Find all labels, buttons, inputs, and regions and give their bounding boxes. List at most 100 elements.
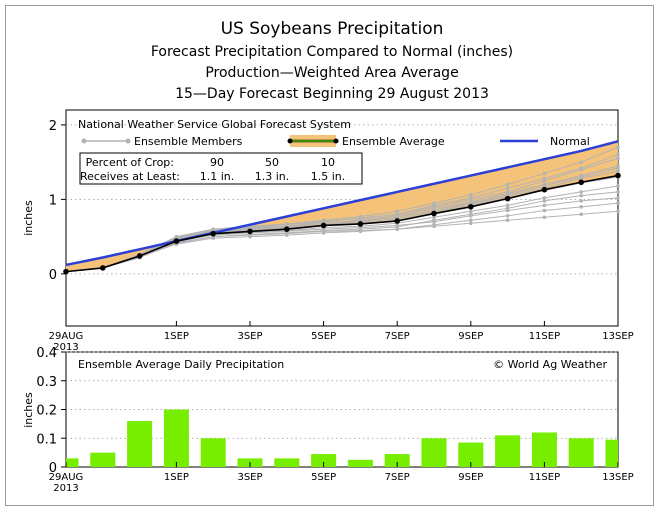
daily-precip-bar [384, 454, 410, 467]
bottom-x-tick-label: 11SEP [529, 472, 560, 483]
legend-average-label: Ensemble Average [342, 135, 445, 148]
top-plot-area [65, 109, 619, 327]
ensemble-member-point [616, 209, 620, 214]
bottom-x-tick-label: 1SEP [164, 472, 189, 483]
daily-precip-bar [531, 432, 557, 467]
ensemble-member-point [358, 216, 363, 221]
ensemble-member-point [211, 228, 215, 232]
top-x-tick-label: 1SEP [164, 331, 189, 342]
daily-precip-bar [200, 438, 226, 467]
top-y-axis-label: inches [22, 200, 35, 236]
ensemble-member-point [542, 196, 547, 200]
ensemble-member-point [505, 186, 510, 191]
top-gridlines [66, 124, 618, 275]
top-y-ticks: 0 1 2 [49, 119, 66, 283]
ensemble-member-point [395, 212, 400, 217]
chart-subtitle-1: Forecast Precipitation Compared to Norma… [151, 44, 513, 60]
ensemble-average-point [320, 222, 327, 229]
ensemble-member-point [616, 190, 620, 194]
ensemble-member-point [579, 166, 583, 170]
ensemble-member-point [469, 196, 473, 200]
crop-row1-value: 90 [210, 156, 224, 169]
top-x-tick-label: 3SEP [237, 331, 262, 342]
ensemble-member-point [285, 222, 289, 227]
ensemble-member-point [542, 208, 547, 213]
ensemble-member-point [432, 208, 436, 212]
ensemble-member-point [542, 199, 547, 203]
top-panel: National Weather Service Global Forecast… [22, 109, 634, 353]
bottom-gridlines [66, 351, 618, 439]
ensemble-average-point [100, 265, 106, 271]
chart-subtitle-2: Production—Weighted Area Average [205, 65, 458, 81]
ensemble-member-point [469, 213, 473, 218]
ensemble-average-point [578, 179, 584, 186]
ensemble-member-point [469, 193, 473, 197]
crop-percent-table: Percent of Crop: 90 50 10 Receives at Le… [79, 152, 363, 185]
legend-members-marker [81, 138, 87, 144]
ensemble-member-point [616, 166, 620, 170]
top-y-tick-label: 2 [49, 119, 57, 134]
daily-precip-bar [311, 454, 337, 467]
chart-subtitle-3: 15—Day Forecast Beginning 29 August 2013 [175, 86, 489, 102]
ensemble-member-point [579, 190, 583, 194]
ensemble-member-point [505, 208, 510, 213]
bottom-y-tick-label: 0.2 [36, 404, 57, 419]
ensemble-member-point [469, 218, 473, 223]
daily-precip-bar [127, 421, 153, 467]
ensemble-member-point [358, 228, 363, 233]
top-y-tick-label: 0 [49, 268, 57, 283]
top-x-year-label: 2013 [53, 342, 78, 353]
top-panel-label: National Weather Service Global Forecast… [78, 118, 351, 131]
daily-precip-bar [421, 438, 447, 467]
ensemble-average-point [210, 230, 216, 237]
daily-precip-bar [605, 439, 618, 467]
ensemble-member-point [469, 221, 473, 226]
ensemble-member-line [65, 167, 619, 273]
ensemble-average-point [357, 221, 364, 227]
ensemble-member-point [542, 184, 547, 188]
ensemble-member-point [432, 219, 436, 224]
bottom-x-tick-label: 7SEP [385, 472, 410, 483]
ensemble-average-series [63, 172, 621, 275]
ensemble-member-point [432, 224, 436, 228]
ensemble-average-point [247, 228, 253, 235]
ensemble-member-point [505, 193, 510, 197]
ensemble-member-point [542, 171, 547, 176]
ensemble-average-point [504, 195, 511, 202]
top-x-tick-label: 11SEP [529, 331, 560, 342]
ensemble-member-point [395, 209, 400, 214]
bottom-y-tick-label: 0 [49, 461, 57, 476]
top-x-tick-label: 9SEP [458, 331, 483, 342]
crop-row2-value: 1.5 in. [311, 170, 346, 183]
chart-frame [5, 5, 654, 506]
daily-precip-bar [347, 459, 373, 467]
daily-precip-bar [495, 435, 521, 467]
ensemble-member-point [321, 227, 326, 231]
ensemble-member-point [616, 156, 620, 161]
bottom-y-axis-label: inches [22, 392, 35, 428]
bottom-y-ticks: 0 0.1 0.2 0.3 0.4 [36, 346, 66, 476]
legend-members-marker [125, 138, 131, 144]
bottom-x-year-label: 2013 [53, 483, 78, 494]
ensemble-member-point [579, 160, 583, 164]
ensemble-member-point [616, 196, 620, 200]
ensemble-average-line [65, 174, 619, 273]
ensemble-member-point [616, 169, 620, 173]
ensemble-member-point [505, 218, 510, 223]
ensemble-member-point [616, 145, 620, 150]
legend-members-label: Ensemble Members [134, 135, 243, 148]
ensemble-average-point [173, 238, 180, 244]
legend-normal-label: Normal [550, 135, 590, 148]
daily-precip-bar [66, 458, 79, 467]
crop-percent-box [79, 152, 363, 185]
legend-normal: Normal [500, 135, 590, 148]
ensemble-member-point [542, 215, 547, 220]
ensemble-member-point [616, 184, 620, 188]
crop-row2-label: Receives at Least: [80, 170, 180, 183]
ensemble-average-point [431, 210, 437, 217]
ensemble-average-point [541, 186, 548, 193]
ensemble-member-point [542, 203, 547, 208]
ensemble-member-point [505, 203, 510, 208]
bottom-x-tick-label: 9SEP [458, 472, 483, 483]
